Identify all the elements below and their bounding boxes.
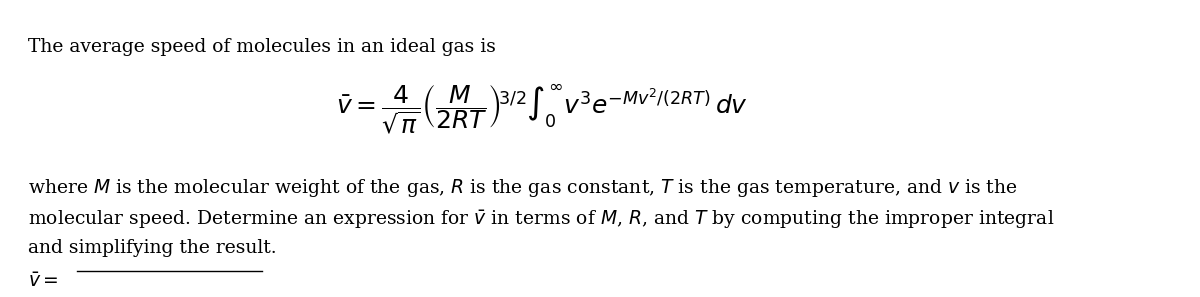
Text: where $M$ is the molecular weight of the gas, $R$ is the gas constant, $T$ is th: where $M$ is the molecular weight of the… [28, 177, 1018, 199]
Text: and simplifying the result.: and simplifying the result. [28, 238, 276, 257]
Text: $\bar{v} = \dfrac{4}{\sqrt{\pi}}\left(\dfrac{M}{2RT}\right)^{\!3/2}\int_{0}^{\in: $\bar{v} = \dfrac{4}{\sqrt{\pi}}\left(\d… [336, 82, 748, 136]
Text: molecular speed. Determine an expression for $\bar{v}$ in terms of $M$, $R$, and: molecular speed. Determine an expression… [28, 208, 1055, 231]
Text: The average speed of molecules in an ideal gas is: The average speed of molecules in an ide… [28, 38, 496, 56]
Text: $\bar{v} =$: $\bar{v} =$ [28, 272, 59, 291]
